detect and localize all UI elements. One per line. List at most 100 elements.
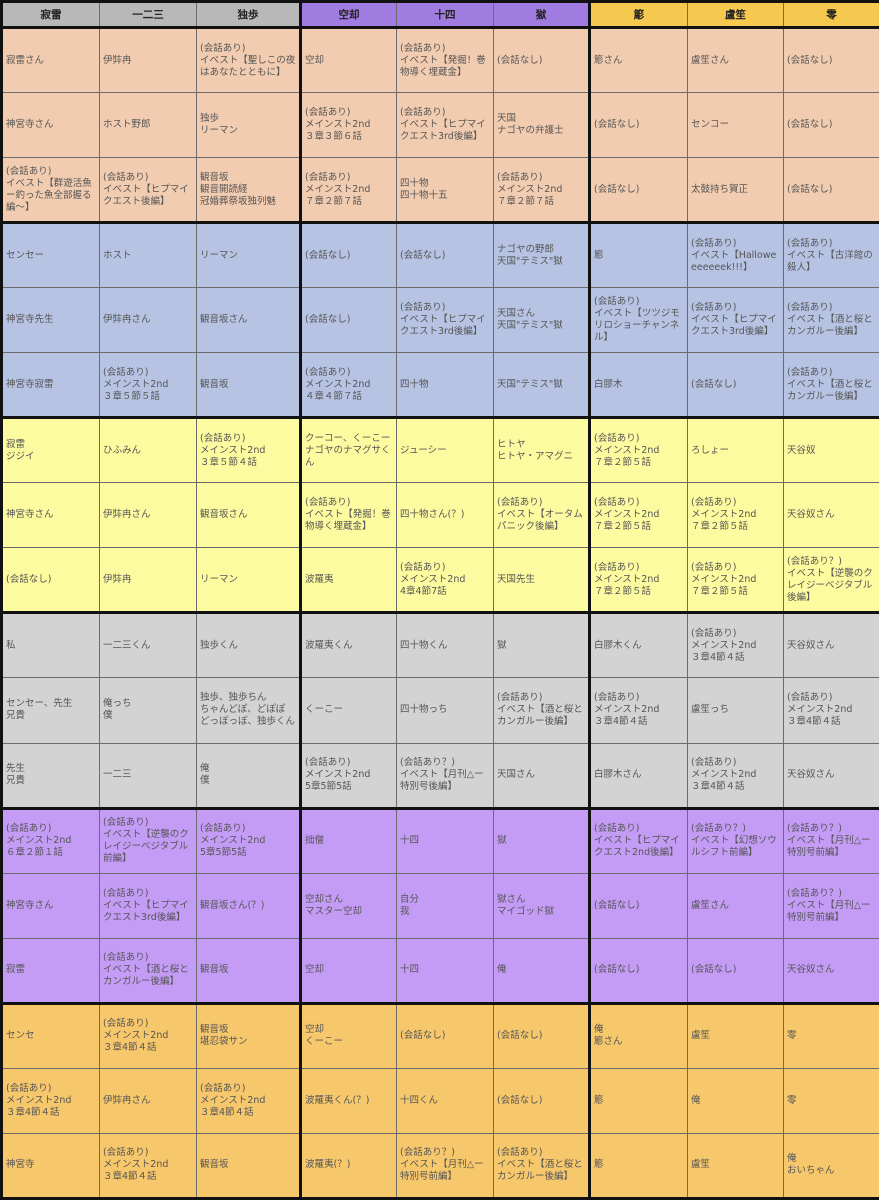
column-header: 寂雷 (0, 0, 100, 29)
table-cell: ヒトヤ ヒトヤ・アマグニ (493, 416, 590, 484)
table-cell: 四十物っち (396, 677, 494, 744)
table-cell: 俺 (687, 1067, 784, 1134)
table-cell: 簓 (588, 221, 688, 289)
table-cell: 簓 (588, 1132, 688, 1200)
table-cell: (会話あり) イベスト【オータムパニック後編】 (493, 482, 590, 549)
column-header: 簓 (588, 0, 688, 29)
table-cell: (会話なし) (0, 547, 100, 614)
table-cell: 先生 兄貴 (0, 742, 100, 809)
table-cell: 空却 くーこー (299, 1001, 397, 1069)
table-cell: くーこー (299, 677, 397, 744)
table-cell: (会話なし) (588, 872, 688, 939)
column-header: 零 (783, 0, 879, 29)
table-cell: (会話あり) イベスト【Halloweeeeeeek!!!】 (687, 221, 784, 289)
table-cell: 空却 (299, 25, 397, 94)
table-cell: 白膠木くん (588, 611, 688, 679)
table-cell: (会話あり) メインスト2nd ３章３節６話 (299, 92, 397, 159)
table-cell: (会話あり？) イベスト【月刊△ー特別号前編】 (783, 872, 879, 939)
table-cell: リーマン (196, 221, 301, 289)
table-cell: ひふみん (99, 416, 197, 484)
table-cell: (会話あり) メインスト2nd ３章4節４話 (588, 677, 688, 744)
table-cell: 俺 僕 (196, 742, 301, 809)
table-cell: 観音坂 堪忍袋サン (196, 1001, 301, 1069)
table-cell: 十四 (396, 937, 494, 1004)
table-cell: (会話なし) (299, 287, 397, 354)
table-row: 神宮寺寂雷 (会話あり) メインスト2nd ３章５節５話 観音坂 (会話あり) メイン… (0, 352, 879, 419)
table-cell: (会話あり) メインスト2nd ７章２節５話 (588, 547, 688, 614)
table-cell: 俺 おいちゃん (783, 1132, 879, 1200)
table-cell: (会話なし) (687, 352, 784, 419)
table-cell: (会話あり) メインスト2nd 5章5節5話 (196, 806, 301, 874)
table-cell: 天谷奴さん (783, 742, 879, 809)
table-cell: (会話あり) メインスト2nd ７章２節５話 (687, 482, 784, 549)
table-cell: (会話あり) イベスト【聖しこの夜はあなたとともに】 (196, 25, 301, 94)
table-cell: 盧笙 (687, 1001, 784, 1069)
table-cell: 天国 ナゴヤの弁護士 (493, 92, 590, 159)
table-cell: 盧笙 (687, 1132, 784, 1200)
table-cell: (会話あり) イベスト【ヒプマイクエスト3rd後編】 (396, 92, 494, 159)
table-cell: 盧笙さん (687, 872, 784, 939)
table-cell: (会話なし) (687, 937, 784, 1004)
table-cell: 四十物くん (396, 611, 494, 679)
table-row: 先生 兄貴 一二三俺 僕 (会話あり) メインスト2nd 5章5節5話 (会話あり？)… (0, 742, 879, 809)
table-row: (会話あり) メインスト2nd ３章4節４話 伊弉冉さん (会話あり) メインスト2… (0, 1067, 879, 1134)
table-row: (会話あり) イベスト【群遊活魚ー釣った魚全部握る編〜】 (会話あり) イベスト【… (0, 157, 879, 224)
table-cell: 観音坂 観音開読経 冠婚葬祭坂独列魅 (196, 157, 301, 224)
table-cell: (会話あり) イベスト【発掘！巻物導く埋蔵金】 (396, 25, 494, 94)
table-cell: (会話あり) メインスト2nd ３章4節４話 (783, 677, 879, 744)
table-cell: 盧笙さん (687, 25, 784, 94)
table-cell: (会話あり) イベスト【酒と桜とカンガルー後編】 (99, 937, 197, 1004)
table-cell: 波羅夷 (299, 547, 397, 614)
table-cell: (会話なし) (493, 25, 590, 94)
table-cell: (会話あり) メインスト2nd 4章4節7話 (396, 547, 494, 614)
table-row: 神宮寺さん (会話あり) イベスト【ヒプマイクエスト3rd後編】 観音坂さん(？) 空… (0, 872, 879, 939)
table-row: センセー、先生 兄貴 俺っち 僕独歩、独歩ちん ちゃんどぽ、どぽぽ どっぽっぽ、独… (0, 677, 879, 744)
table-cell: 天谷奴さん (783, 482, 879, 549)
table-cell: 独歩 リーマン (196, 92, 301, 159)
table-cell: 観音坂 (196, 1132, 301, 1200)
table-row: 私一二三くん 独歩くん 波羅夷くん 四十物くん獄白膠木くん (会話あり) メインスト2n… (0, 611, 879, 679)
table-cell: 獄 (493, 806, 590, 874)
table-cell: (会話あり) メインスト2nd ７章２節５話 (687, 547, 784, 614)
table-cell: 天国"テミス"獄 (493, 352, 590, 419)
table-row: 神宮寺さん 伊弉冉さん 観音坂さん (会話あり) イベスト【発掘！巻物導く埋蔵金】 四十… (0, 482, 879, 549)
table-row: 寂雷 (会話あり) イベスト【酒と桜とカンガルー後編】 観音坂 空却 十四俺 (会話なし)… (0, 937, 879, 1004)
table-cell: ナゴヤの野郎 天国"テミス"獄 (493, 221, 590, 289)
table-cell: センセー (0, 221, 100, 289)
column-header: 十四 (396, 0, 494, 29)
table-cell: 四十物 四十物十五 (396, 157, 494, 224)
table-cell: (会話あり) イベスト【群遊活魚ー釣った魚全部握る編〜】 (0, 157, 100, 224)
table-cell: (会話あり) メインスト2nd ３章4節４話 (196, 1067, 301, 1134)
table-cell: (会話あり) イベスト【ヒプマイクエスト後編】 (99, 157, 197, 224)
table-cell: 独歩、独歩ちん ちゃんどぽ、どぽぽ どっぽっぽ、独歩くん (196, 677, 301, 744)
table-cell: センコー (687, 92, 784, 159)
table-cell: 俺 (493, 937, 590, 1004)
table-cell: 一二三 (99, 742, 197, 809)
table-cell: ジューシー (396, 416, 494, 484)
table-cell: 俺 簓さん (588, 1001, 688, 1069)
table-cell: 観音坂 (196, 352, 301, 419)
table-cell: (会話なし) (588, 92, 688, 159)
table-cell: 神宮寺さん (0, 482, 100, 549)
table-cell: (会話なし) (493, 1067, 590, 1134)
table-cell: 自分 我 (396, 872, 494, 939)
table-row: 神宮寺 (会話あり) メインスト2nd ３章4節４話 観音坂 波羅夷(？) (会話あり？… (0, 1132, 879, 1200)
table-row: (会話なし) 伊弉冉 リーマン 波羅夷 (会話あり) メインスト2nd 4章4節7話 天国… (0, 547, 879, 614)
table-row: 寂雷さん 伊弉冉 (会話あり) イベスト【聖しこの夜はあなたとともに】 空却 (会話あり… (0, 25, 879, 94)
table-cell: (会話あり？) イベスト【逆襲のクレイジーベジタブル後編】 (783, 547, 879, 614)
table-cell: (会話なし) (783, 25, 879, 94)
table-cell: 波羅夷くん(？) (299, 1067, 397, 1134)
table-cell: ホスト (99, 221, 197, 289)
table-cell: (会話あり) イベスト【ヒプマイクエスト3rd後編】 (687, 287, 784, 354)
table-cell: 私 (0, 611, 100, 679)
table-cell: (会話あり？) イベスト【月刊△ー特別号前編】 (783, 806, 879, 874)
table-cell: (会話あり？) イベスト【月刊△ー特別号後編】 (396, 742, 494, 809)
table-cell: (会話あり) メインスト2nd ３章4節４話 (99, 1132, 197, 1200)
table-cell: (会話あり) イベスト【酒と桜とカンガルー後編】 (493, 677, 590, 744)
table-cell: 独歩くん (196, 611, 301, 679)
table-cell: 盧笙っち (687, 677, 784, 744)
table-cell: (会話あり) メインスト2nd ４章４節７話 (299, 352, 397, 419)
table-cell: クーコー、くーこーナゴヤのナマグサくん (299, 416, 397, 484)
table-cell: 神宮寺さん (0, 92, 100, 159)
